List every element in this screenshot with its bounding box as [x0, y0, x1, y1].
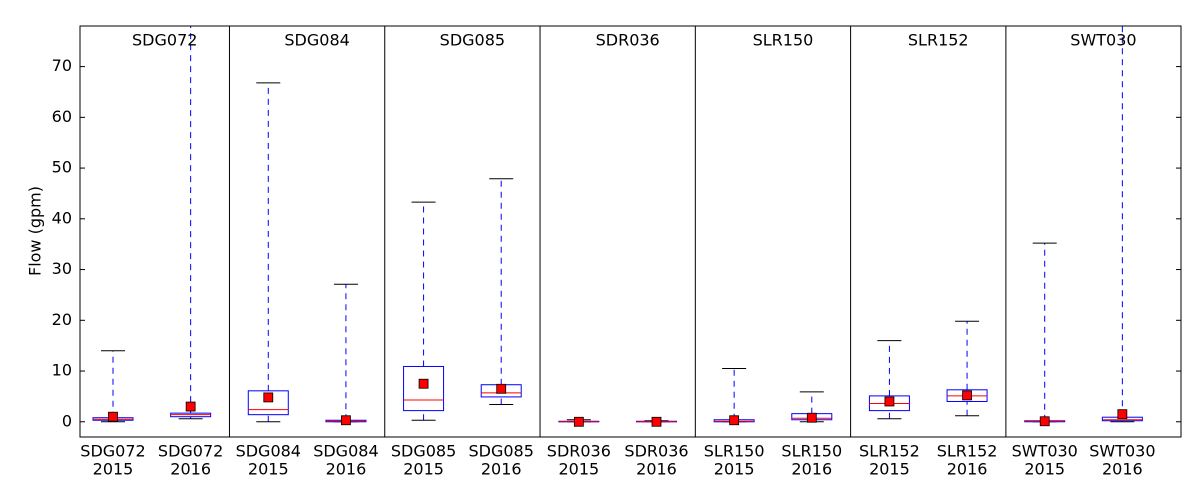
mean-marker: [1039, 416, 1050, 427]
x-tick-label: SDR036: [624, 442, 688, 461]
x-tick-label: 2015: [714, 460, 755, 479]
panel-title: SWT030: [1070, 31, 1136, 50]
x-tick-label: SDG085: [469, 442, 534, 461]
mean-marker: [1117, 409, 1128, 420]
mean-marker: [496, 383, 507, 394]
panel-title: SLR152: [908, 31, 969, 50]
plot-area: [92, 26, 1143, 427]
x-tick-label: 2016: [947, 460, 988, 479]
x-tick-label: 2016: [791, 460, 832, 479]
x-tick-label: 2015: [93, 460, 134, 479]
x-tick-label: 2016: [636, 460, 677, 479]
plot-frame: [79, 25, 1182, 438]
x-tick-label: SDR036: [547, 442, 611, 461]
x-tick-label: SDG072: [158, 442, 223, 461]
mean-marker: [418, 378, 429, 389]
y-tick-label: 30: [52, 259, 72, 278]
x-tick-label: SDG084: [313, 442, 378, 461]
x-tick-label: SLR150: [781, 442, 842, 461]
y-tick-label: 50: [52, 158, 72, 177]
panel-title: SLR150: [753, 31, 814, 50]
mean-marker: [651, 416, 662, 427]
mean-marker: [573, 416, 584, 427]
x-tick-label: 2016: [170, 460, 211, 479]
mean-marker: [806, 412, 817, 423]
x-tick-label: SWT030: [1089, 442, 1155, 461]
mean-marker: [263, 392, 274, 403]
y-tick-label: 20: [52, 310, 72, 329]
panel-title: SDG084: [284, 31, 349, 50]
y-tick-label: 60: [52, 107, 72, 126]
x-tick-label: SWT030: [1012, 442, 1078, 461]
y-tick-label: 0: [62, 411, 72, 430]
panel-title: SDR036: [596, 31, 660, 50]
x-tick-label: 2016: [1102, 460, 1143, 479]
x-tick-label: 2015: [869, 460, 910, 479]
mean-marker: [729, 415, 740, 426]
box: [403, 365, 445, 412]
y-tick-label: 70: [52, 56, 72, 75]
x-tick-label: SLR152: [937, 442, 998, 461]
box: [247, 390, 289, 416]
x-tick-label: 2015: [403, 460, 444, 479]
x-tick-label: 2015: [558, 460, 599, 479]
x-tick-label: 2015: [1024, 460, 1065, 479]
y-axis-label: Flow (gpm): [26, 186, 45, 276]
mean-marker: [884, 396, 895, 407]
x-tick-label: SLR152: [859, 442, 920, 461]
x-tick-label: SDG085: [391, 442, 456, 461]
x-tick-label: SLR150: [704, 442, 765, 461]
y-tick-label: 40: [52, 208, 72, 227]
panel-title: SDG085: [440, 31, 505, 50]
x-tick-label: 2015: [248, 460, 289, 479]
x-tick-label: SDG084: [236, 442, 301, 461]
y-tick-label: 10: [52, 361, 72, 380]
mean-marker: [185, 401, 196, 412]
x-tick-label: SDG072: [80, 442, 145, 461]
mean-marker: [962, 390, 972, 401]
x-tick-label: 2016: [326, 460, 367, 479]
mean-marker: [108, 411, 118, 422]
mean-marker: [341, 415, 351, 426]
panel-title: SDG072: [132, 31, 197, 50]
x-tick-label: 2016: [481, 460, 522, 479]
